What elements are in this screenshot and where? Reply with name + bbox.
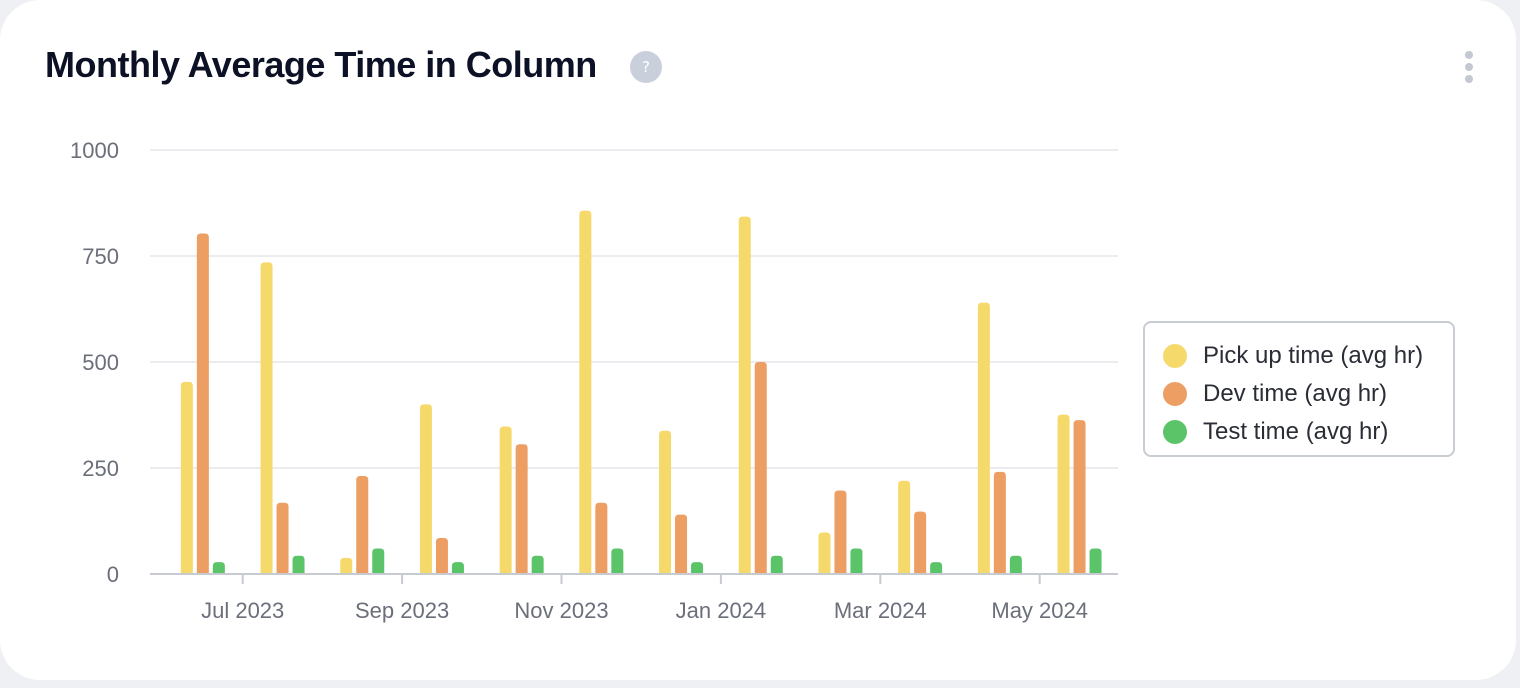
x-tick-label: Mar 2024 <box>834 598 927 623</box>
legend-swatch <box>1163 382 1187 406</box>
bar-test <box>292 555 305 574</box>
kebab-menu-icon[interactable] <box>1461 51 1477 83</box>
bar-dev <box>515 444 528 574</box>
bar-pickup <box>419 404 432 574</box>
help-icon[interactable]: ? <box>630 51 662 83</box>
bar-test <box>1089 548 1102 574</box>
kebab-dot <box>1465 75 1473 83</box>
chart-legend: Pick up time (avg hr) Dev time (avg hr) Te… <box>1143 321 1455 457</box>
x-tick-label: Jul 2023 <box>201 598 284 623</box>
bar-pickup <box>180 381 193 574</box>
y-tick-label: 0 <box>107 562 119 587</box>
bar-dev <box>196 233 209 574</box>
bar-pickup <box>977 302 990 574</box>
x-tick-label: Nov 2023 <box>514 598 608 623</box>
kebab-dot <box>1465 63 1473 71</box>
legend-label: Test time (avg hr) <box>1203 418 1389 445</box>
x-tick-label: Sep 2023 <box>355 598 449 623</box>
kebab-dot <box>1465 51 1473 59</box>
bar-dev <box>834 490 847 574</box>
bar-test <box>451 562 464 574</box>
legend-label: Dev time (avg hr) <box>1203 380 1388 407</box>
bar-dev <box>993 471 1006 574</box>
bar-test <box>212 562 225 574</box>
chart-title: Monthly Average Time in Column <box>45 44 597 85</box>
bar-test <box>1009 555 1022 574</box>
y-tick-label: 250 <box>82 456 119 481</box>
bar-pickup <box>340 557 353 574</box>
bar-pickup <box>659 430 672 574</box>
legend-swatch <box>1163 420 1187 444</box>
bar-pickup <box>499 426 512 574</box>
legend-item-pickup[interactable]: Pick up time (avg hr) <box>1145 337 1453 375</box>
x-tick-label: May 2024 <box>991 598 1088 623</box>
x-tick-label: Jan 2024 <box>676 598 767 623</box>
bar-pickup <box>260 262 273 574</box>
y-tick-label: 1000 <box>70 138 119 163</box>
legend-item-dev[interactable]: Dev time (avg hr) <box>1145 375 1453 413</box>
bar-dev <box>914 511 927 574</box>
bar-dev <box>675 514 688 574</box>
y-tick-label: 500 <box>82 350 119 375</box>
legend-swatch <box>1163 344 1187 368</box>
bar-test <box>611 548 624 574</box>
legend-label: Pick up time (avg hr) <box>1203 342 1424 369</box>
bar-test <box>930 562 943 574</box>
bar-test <box>372 548 385 574</box>
bar-dev <box>276 502 289 574</box>
bar-pickup <box>898 480 911 574</box>
legend-item-test[interactable]: Test time (avg hr) <box>1145 413 1453 451</box>
bar-test <box>691 562 704 574</box>
bar-test <box>850 548 863 574</box>
bar-dev <box>435 537 448 574</box>
y-tick-label: 750 <box>82 244 119 269</box>
bar-test <box>531 555 544 574</box>
bar-pickup <box>738 216 751 574</box>
bar-pickup <box>818 532 831 574</box>
bar-test <box>770 555 783 574</box>
bar-dev <box>1073 420 1086 574</box>
bar-dev <box>595 502 608 574</box>
bar-pickup <box>1057 414 1070 574</box>
bar-dev <box>356 476 369 574</box>
bar-pickup <box>579 210 592 574</box>
bar-dev <box>754 362 767 574</box>
